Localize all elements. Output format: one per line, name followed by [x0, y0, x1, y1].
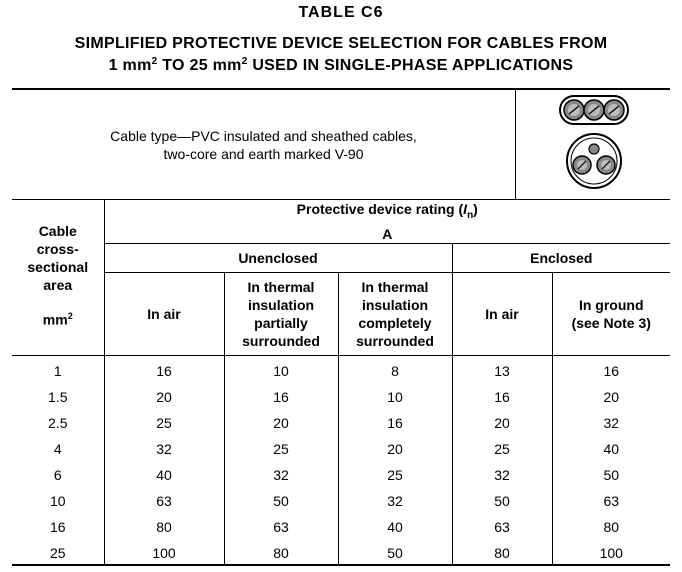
cable-type-line-1: Cable type—PVC insulated and sheathed ca… [110, 128, 417, 144]
in-ground-cell: 16 [551, 355, 670, 384]
rating-header-line-1: Protective device rating (In) [296, 201, 478, 221]
in-ground-cell: 63 [551, 487, 670, 514]
cable-area-cell: 1 [53, 362, 62, 379]
in-ground-cell: 20 [551, 383, 670, 410]
unenclosed-in-air-cell: 20 [103, 383, 224, 410]
bottom-rule [12, 564, 670, 566]
table-row: 2.5 25 20 16 20 32 [12, 409, 670, 436]
thermal-partial-cell: 63 [223, 513, 338, 540]
cable-area-header-line: area [43, 277, 73, 293]
unenclosed-in-air-cell: 100 [103, 539, 224, 566]
enclosed-header: Enclosed [451, 243, 670, 273]
enclosed-in-air-cell: 80 [451, 539, 552, 566]
unenclosed-in-air-cell: 63 [103, 487, 224, 514]
table-row: 1.5 20 16 10 16 20 [12, 383, 670, 410]
table-row: 6 40 32 25 32 50 [12, 461, 670, 488]
table-row: 4 32 25 20 25 40 [12, 435, 670, 462]
thermal-complete-cell: 16 [337, 409, 452, 436]
thermal-partial-cell: 32 [223, 461, 338, 488]
enclosed-in-air-cell: 25 [451, 435, 552, 462]
table-row: 16 80 63 40 63 80 [12, 513, 670, 540]
in-ground-cell: 80 [551, 513, 670, 540]
table-title: SIMPLIFIED PROTECTIVE DEVICE SELECTION F… [0, 33, 682, 77]
protective-device-table: Cable cross- sectional area mm2 Protecti… [12, 200, 670, 566]
in-ground-cell: 40 [551, 435, 670, 462]
top-rule [12, 88, 670, 90]
unenclosed-in-air-cell: 32 [103, 435, 224, 462]
enclosed-in-air-cell: 20 [451, 409, 552, 436]
cable-icons [516, 89, 670, 199]
cable-area-cell: 16 [49, 518, 66, 535]
unenclosed-in-air-cell: 40 [103, 461, 224, 488]
cable-area-cell: 1.5 [48, 388, 68, 405]
in-ground-cell: 32 [551, 409, 670, 436]
sub-header-thermal-complete: In thermal insulation completely surroun… [337, 272, 452, 356]
thermal-complete-cell: 10 [337, 383, 452, 410]
flat-cable-cross-section-icon [559, 95, 629, 189]
enclosed-in-air-cell: 16 [451, 383, 552, 410]
enclosed-in-air-cell: 13 [451, 355, 552, 384]
cable-box-bottom-rule [12, 199, 670, 200]
circular-cable-cross-section-icon [566, 133, 622, 189]
table-row: 25 100 80 50 80 100 [12, 539, 670, 566]
unenclosed-in-air-cell: 25 [103, 409, 224, 436]
thermal-partial-cell: 80 [223, 539, 338, 566]
cable-area-header: Cable cross- sectional area mm2 [12, 200, 104, 356]
table-row: 10 63 50 32 50 63 [12, 487, 670, 514]
thermal-complete-cell: 50 [337, 539, 452, 566]
thermal-partial-cell: 50 [223, 487, 338, 514]
enclosed-in-air-cell: 50 [451, 487, 552, 514]
title-line-1: SIMPLIFIED PROTECTIVE DEVICE SELECTION F… [74, 35, 608, 52]
cable-box-divider [515, 89, 516, 199]
title-line-2: 1 mm2 TO 25 mm2 USED IN SINGLE-PHASE APP… [108, 56, 574, 75]
sub-header-thermal-partial: In thermal insulation partially surround… [223, 272, 338, 356]
enclosed-in-air-cell: 63 [451, 513, 552, 540]
thermal-complete-cell: 32 [337, 487, 452, 514]
thermal-complete-cell: 20 [337, 435, 452, 462]
cable-type-line-2: two-core and earth marked V-90 [163, 146, 364, 162]
sub-header-enclosed-in-air: In air [451, 272, 552, 356]
cable-area-header-line: cross- [36, 241, 79, 257]
cable-area-cell: 10 [49, 492, 66, 509]
thermal-partial-cell: 16 [223, 383, 338, 410]
flat-cable-cross-section-icon [559, 95, 629, 125]
cable-area-cell: 25 [49, 544, 66, 561]
in-ground-cell: 50 [551, 461, 670, 488]
rating-header-unit: A [382, 225, 393, 242]
unenclosed-in-air-cell: 80 [103, 513, 224, 540]
cable-area-cell: 6 [53, 466, 62, 483]
cable-area-unit: mm2 [42, 311, 73, 328]
thermal-partial-cell: 25 [223, 435, 338, 462]
cable-type-box: Cable type—PVC insulated and sheathed ca… [12, 89, 670, 199]
thermal-partial-cell: 10 [223, 355, 338, 384]
cable-type-text: Cable type—PVC insulated and sheathed ca… [12, 127, 515, 163]
cable-area-cell: 4 [53, 440, 62, 457]
table-row: 1 16 10 8 13 16 [12, 355, 670, 384]
cable-area-header-line: sectional [27, 259, 89, 275]
enclosed-in-air-cell: 32 [451, 461, 552, 488]
table-label: TABLE C6 [298, 4, 384, 21]
sub-header-in-ground: In ground (see Note 3) [551, 272, 670, 356]
thermal-complete-cell: 40 [337, 513, 452, 540]
sub-header-unenclosed-in-air: In air [103, 272, 224, 356]
cable-area-header-line: Cable [38, 223, 77, 239]
thermal-complete-cell: 8 [337, 355, 452, 384]
thermal-complete-cell: 25 [337, 461, 452, 488]
in-ground-cell: 100 [551, 539, 670, 566]
cable-area-cell: 2.5 [48, 414, 68, 431]
thermal-partial-cell: 20 [223, 409, 338, 436]
protective-device-rating-header: Protective device rating (In) A [103, 200, 670, 244]
unenclosed-in-air-cell: 16 [103, 355, 224, 384]
unenclosed-header: Unenclosed [103, 243, 452, 273]
table-body: 1 16 10 8 13 16 1.5 20 16 10 16 20 2.5 25 20 16 20 32 4 32 2… [12, 355, 670, 566]
